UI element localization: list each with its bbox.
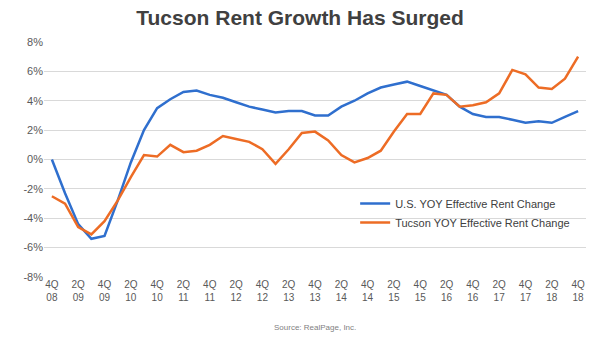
svg-text:2Q14: 2Q14 <box>335 279 349 303</box>
svg-text:Source: RealPage, Inc.: Source: RealPage, Inc. <box>274 323 356 332</box>
svg-text:2Q11: 2Q11 <box>177 279 191 303</box>
svg-text:Tucson Rent Growth Has Surged: Tucson Rent Growth Has Surged <box>136 6 463 29</box>
svg-text:4Q16: 4Q16 <box>466 279 480 303</box>
svg-text:4Q10: 4Q10 <box>150 279 164 303</box>
svg-text:Tucson YOY Effective Rent Chan: Tucson YOY Effective Rent Change <box>395 217 569 229</box>
svg-text:2Q09: 2Q09 <box>72 279 86 303</box>
svg-text:4Q11: 4Q11 <box>203 279 217 303</box>
svg-text:-8%: -8% <box>23 271 43 283</box>
svg-text:4Q17: 4Q17 <box>519 279 533 303</box>
svg-text:2Q10: 2Q10 <box>124 279 138 303</box>
svg-text:2Q16: 2Q16 <box>440 279 454 303</box>
svg-text:4Q08: 4Q08 <box>45 279 59 303</box>
svg-text:4Q15: 4Q15 <box>414 279 428 303</box>
svg-text:4Q18: 4Q18 <box>571 279 585 303</box>
svg-text:8%: 8% <box>27 36 43 48</box>
svg-text:4Q12: 4Q12 <box>256 279 270 303</box>
svg-text:2Q12: 2Q12 <box>229 279 243 303</box>
svg-text:2Q13: 2Q13 <box>282 279 296 303</box>
svg-text:2%: 2% <box>27 124 43 136</box>
svg-text:-2%: -2% <box>23 183 43 195</box>
svg-text:-4%: -4% <box>23 212 43 224</box>
svg-text:-6%: -6% <box>23 241 43 253</box>
svg-text:4%: 4% <box>27 95 43 107</box>
svg-text:4Q13: 4Q13 <box>308 279 322 303</box>
svg-text:4Q14: 4Q14 <box>361 279 375 303</box>
svg-text:U.S. YOY Effective Rent Change: U.S. YOY Effective Rent Change <box>395 198 555 210</box>
svg-text:0%: 0% <box>27 153 43 165</box>
svg-text:4Q09: 4Q09 <box>98 279 112 303</box>
svg-text:2Q17: 2Q17 <box>492 279 506 303</box>
svg-text:6%: 6% <box>27 65 43 77</box>
svg-text:2Q18: 2Q18 <box>545 279 559 303</box>
svg-text:2Q15: 2Q15 <box>387 279 401 303</box>
